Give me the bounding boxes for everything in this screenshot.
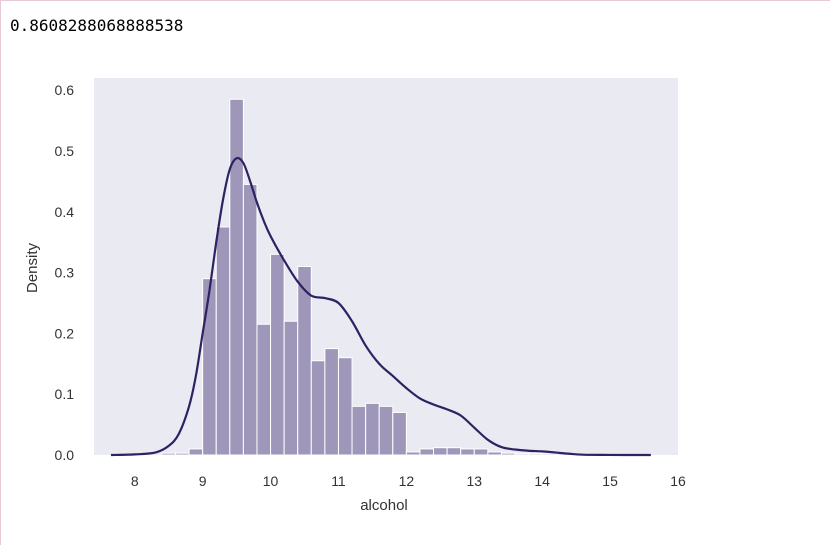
y-tick-label: 0.4 bbox=[55, 204, 75, 220]
histogram-bar bbox=[433, 447, 448, 456]
histogram-bar bbox=[365, 402, 380, 456]
histogram-bar bbox=[202, 278, 217, 456]
histogram-bars bbox=[161, 98, 557, 456]
x-tick-label: 10 bbox=[263, 473, 279, 489]
x-tick-label: 11 bbox=[331, 473, 346, 489]
y-tick-label: 0.6 bbox=[55, 82, 75, 98]
histogram-bar bbox=[270, 253, 285, 456]
x-tick-label: 16 bbox=[670, 473, 686, 489]
y-tick-label: 0.3 bbox=[55, 265, 75, 281]
histogram-bar bbox=[514, 453, 530, 456]
plot-area bbox=[94, 78, 678, 455]
kde-curve bbox=[110, 156, 651, 457]
histogram-bar bbox=[215, 226, 231, 456]
histogram-bar bbox=[242, 183, 258, 456]
y-tick-label: 0.1 bbox=[55, 386, 75, 402]
y-axis-label: Density bbox=[24, 242, 41, 293]
x-tick-label: 14 bbox=[534, 473, 550, 489]
histogram-bar bbox=[174, 452, 190, 456]
histogram-bar bbox=[460, 448, 475, 456]
x-tick-labels: 8 9 10 11 12 13 14 15 16 bbox=[131, 473, 686, 489]
output-value: 0.8608288068888538 bbox=[10, 16, 184, 35]
histogram-bar bbox=[256, 323, 272, 456]
x-tick-label: 12 bbox=[399, 473, 415, 489]
y-tick-label: 0.5 bbox=[55, 143, 75, 159]
histogram-bar bbox=[351, 405, 367, 456]
x-tick-label: 13 bbox=[466, 473, 482, 489]
histogram-bar bbox=[500, 452, 516, 456]
histogram-bar bbox=[392, 411, 407, 456]
x-tick-label: 15 bbox=[602, 473, 618, 489]
histogram-bar bbox=[419, 448, 435, 456]
histogram-bar bbox=[446, 447, 462, 456]
x-tick-label: 9 bbox=[199, 473, 207, 489]
y-tick-label: 0.0 bbox=[55, 447, 75, 463]
histogram-bar bbox=[378, 405, 394, 456]
histogram-bar bbox=[229, 98, 244, 456]
histogram-bar bbox=[541, 453, 557, 456]
histogram-bar bbox=[161, 452, 176, 456]
histogram-bar bbox=[337, 357, 353, 456]
x-tick-label: 8 bbox=[131, 473, 139, 489]
histogram-bar bbox=[283, 320, 299, 456]
x-axis-label: alcohol bbox=[360, 497, 408, 514]
histogram-bar bbox=[487, 451, 502, 456]
histogram-bar bbox=[188, 448, 204, 456]
y-tick-label: 0.2 bbox=[55, 325, 75, 341]
y-tick-labels: 0.0 0.1 0.2 0.3 0.4 0.5 0.6 bbox=[55, 82, 75, 463]
histogram-bar bbox=[405, 451, 421, 456]
histogram-bar bbox=[310, 360, 326, 456]
histogram-bar bbox=[473, 448, 489, 456]
histogram-bar bbox=[528, 453, 543, 456]
histogram-bar bbox=[324, 348, 339, 456]
